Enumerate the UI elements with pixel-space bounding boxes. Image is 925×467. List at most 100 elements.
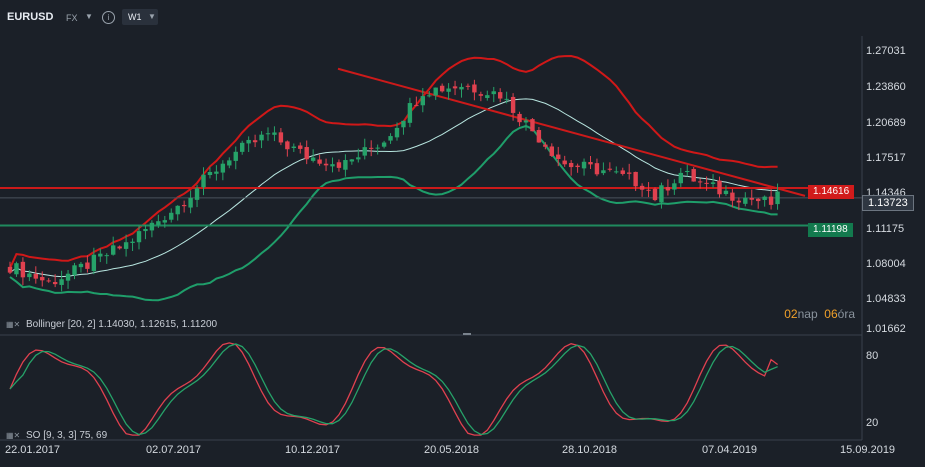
support-price-tag: 1.11198 xyxy=(808,223,853,237)
candle-body xyxy=(220,163,226,173)
date-axis-label: 15.09.2019 xyxy=(840,444,896,456)
lower-bollinger-band xyxy=(9,124,778,302)
date-axis-label: 02.07.2017 xyxy=(146,444,202,456)
candle-body xyxy=(433,87,438,96)
candle-body xyxy=(285,141,290,150)
chevron-down-icon[interactable]: ▼ xyxy=(85,12,93,21)
candle-body xyxy=(710,182,716,184)
timeframe-dropdown[interactable] xyxy=(122,9,158,25)
bollinger-legend[interactable]: ▦✕ Bollinger [20, 2] 1.14030, 1.12615, 1.… xyxy=(6,319,218,330)
resistance-price-tag: 1.14616 xyxy=(808,185,855,199)
candle-body xyxy=(310,157,316,161)
candle-body xyxy=(388,136,393,141)
candle-body xyxy=(330,164,335,167)
upper-bollinger-band xyxy=(9,54,778,269)
candle-body xyxy=(607,168,613,170)
candle-body xyxy=(491,91,496,95)
candle-body xyxy=(420,96,425,106)
candle-body xyxy=(188,197,193,208)
candle-body xyxy=(704,182,709,184)
market-label[interactable]: FX xyxy=(66,13,78,23)
candle-body xyxy=(730,192,735,201)
candle-body xyxy=(498,92,503,99)
chart-toolbar: EURUSD FX ▼ i W1 ▼ xyxy=(0,0,925,36)
candle-body xyxy=(407,103,413,123)
candle-body xyxy=(439,85,445,92)
price-axis-label: 1.27031 xyxy=(866,45,906,57)
candle-body xyxy=(317,159,322,164)
date-axis-label: 28.10.2018 xyxy=(562,444,618,456)
candle-body xyxy=(756,198,761,202)
price-axis-label: 1.04833 xyxy=(866,293,906,305)
candle-body xyxy=(40,277,45,281)
candle-body xyxy=(768,196,774,205)
candle-body xyxy=(762,196,767,200)
pane-resize-handle xyxy=(463,333,471,335)
candle-body xyxy=(136,231,142,243)
candle-body xyxy=(749,197,754,200)
candle-body xyxy=(723,190,729,195)
candle-body xyxy=(588,162,593,165)
price-axis-label: 1.11175 xyxy=(866,223,905,235)
candle-body xyxy=(678,172,683,184)
candle-countdown: 02nap 06óra xyxy=(784,307,855,321)
candle-body xyxy=(697,181,703,183)
candle-body xyxy=(743,197,748,204)
candle-body xyxy=(523,120,529,123)
candle-body xyxy=(568,162,574,168)
symbol-label[interactable]: EURUSD xyxy=(7,11,54,23)
candle-body xyxy=(620,170,625,174)
candle-body xyxy=(581,161,587,169)
current-price-tag: 1.13723 xyxy=(862,195,914,211)
candle-body xyxy=(104,255,109,257)
candle-body xyxy=(485,95,490,98)
candle-body xyxy=(214,171,219,174)
candle-body xyxy=(504,98,509,100)
candle-body xyxy=(717,180,722,195)
candle-body xyxy=(98,253,103,257)
candle-body xyxy=(85,262,90,269)
candle-body xyxy=(52,282,58,285)
candle-body xyxy=(304,147,309,160)
candle-body xyxy=(240,142,245,152)
settings-close-icon[interactable]: ▦✕ xyxy=(6,320,21,329)
candle-body xyxy=(691,169,696,182)
candle-body xyxy=(298,145,303,149)
stochastic-axis-label: 80 xyxy=(866,350,879,362)
date-axis-label: 20.05.2018 xyxy=(424,444,480,456)
candle-body xyxy=(130,241,135,243)
candle-body xyxy=(575,165,580,168)
candle-body xyxy=(601,170,606,174)
candle-body xyxy=(278,132,284,143)
candle-body xyxy=(14,263,19,275)
price-axis-label: 1.23860 xyxy=(866,81,906,93)
candle-body xyxy=(207,171,213,176)
candle-body xyxy=(91,254,97,271)
timeframe-label[interactable]: W1 xyxy=(128,12,142,22)
candle-body xyxy=(530,119,535,132)
stochastic-legend[interactable]: ▦✕ SO [9, 3, 3] 75, 69 xyxy=(6,430,108,441)
candle-body xyxy=(672,183,677,190)
candle-body xyxy=(252,140,258,143)
candle-body xyxy=(556,154,561,159)
candle-body xyxy=(685,170,690,172)
candle-body xyxy=(194,188,200,200)
candle-body xyxy=(169,212,174,220)
candle-body xyxy=(349,159,355,162)
candle-body xyxy=(775,191,780,205)
candle-body xyxy=(259,134,264,141)
candle-body xyxy=(401,120,406,128)
candle-body xyxy=(336,162,342,168)
candle-body xyxy=(536,130,542,143)
candle-body xyxy=(227,160,232,166)
settings-close-icon[interactable]: ▦✕ xyxy=(6,431,21,440)
chevron-down-icon[interactable]: ▼ xyxy=(148,12,156,21)
candle-body xyxy=(46,280,51,282)
info-icon[interactable]: i xyxy=(102,11,115,24)
candle-body xyxy=(175,205,180,215)
candle-body xyxy=(633,171,638,187)
candle-body xyxy=(117,246,122,249)
candle-body xyxy=(156,221,161,225)
candle-body xyxy=(72,265,77,276)
